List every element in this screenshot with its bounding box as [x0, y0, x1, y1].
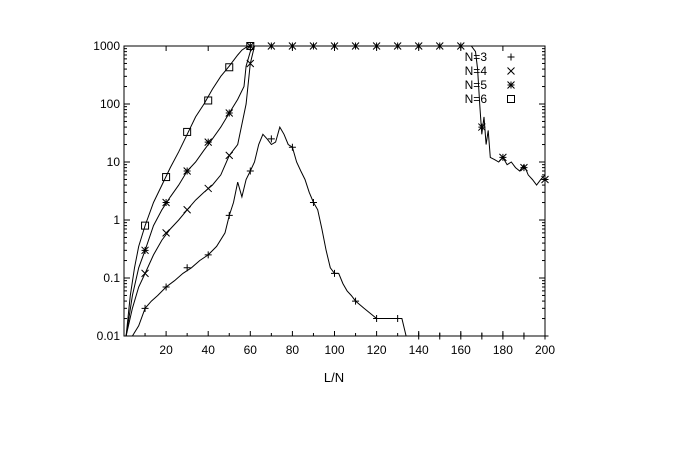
data-point [288, 42, 297, 50]
data-point [183, 167, 192, 175]
data-point [204, 138, 213, 146]
series-n-4 [125, 45, 255, 337]
data-point [183, 205, 192, 214]
data-point [225, 63, 234, 72]
x-tick-label: 80 [286, 343, 300, 357]
data-point [373, 315, 381, 323]
data-point [478, 332, 486, 340]
data-point [352, 297, 360, 305]
data-point [162, 283, 170, 291]
x-tick-label: 200 [535, 343, 555, 357]
data-point [183, 127, 192, 136]
data-point [414, 42, 423, 50]
y-axis-ticks: 0.01 0.1 1 10 100 1000 [93, 39, 545, 343]
data-point [372, 42, 381, 50]
x-tick-label: 20 [159, 343, 173, 357]
data-point [267, 42, 276, 50]
legend-marker [507, 67, 515, 75]
x-tick-label: 160 [451, 343, 471, 357]
data-point [225, 211, 233, 219]
data-point [162, 198, 170, 207]
series-line [125, 45, 251, 337]
legend-label: N=4 [465, 64, 488, 78]
series-line [125, 45, 255, 337]
y-tick-label: 0.01 [97, 329, 121, 343]
data-point [267, 135, 275, 143]
data-point [456, 42, 465, 50]
y-tick-label: 1 [113, 213, 120, 227]
y-tick-label: 10 [107, 155, 121, 169]
x-tick-label: 120 [367, 343, 387, 357]
data-point [225, 151, 234, 160]
data-point [183, 264, 191, 272]
data-point [246, 42, 255, 50]
legend: N=3N=4N=5N=6 [465, 50, 515, 106]
data-point [162, 229, 170, 237]
data-point [457, 332, 465, 340]
data-point [520, 332, 528, 340]
data-point [309, 199, 317, 207]
data-point [204, 251, 212, 259]
x-tick-label: 40 [202, 343, 216, 357]
x-axis-ticks: 20 40 60 80 100 120 140 160 180 200 [144, 46, 555, 357]
legend-marker [507, 81, 515, 89]
data-point [309, 42, 318, 50]
legend-label: N=6 [465, 92, 488, 106]
series-n-6 [125, 42, 255, 337]
data-point [541, 332, 549, 340]
data-point [141, 221, 150, 230]
series-line [126, 125, 545, 337]
data-point [141, 304, 149, 312]
data-point [141, 246, 149, 255]
data-point [499, 153, 507, 162]
data-point [520, 163, 528, 172]
x-tick-label: 140 [409, 343, 429, 357]
data-point [204, 96, 213, 105]
legend-label: N=3 [465, 50, 488, 64]
y-tick-label: 1000 [93, 39, 120, 53]
data-point [331, 269, 338, 277]
data-point [436, 332, 444, 340]
data-point [415, 332, 423, 340]
y-tick-label: 100 [100, 97, 120, 111]
data-point [141, 269, 149, 278]
x-tick-label: 180 [493, 343, 513, 357]
data-point [330, 42, 339, 50]
y-tick-label: 0.1 [103, 271, 120, 285]
data-point [246, 167, 254, 175]
data-point [162, 173, 171, 182]
data-point [393, 42, 402, 50]
data-point [477, 123, 486, 131]
data-point [435, 42, 444, 50]
x-tick-label: 100 [324, 343, 344, 357]
legend-label: N=5 [465, 78, 488, 92]
legend-marker [507, 95, 515, 103]
data-point [351, 42, 360, 50]
data-point [225, 109, 234, 117]
data-point [394, 315, 402, 323]
x-axis-label: L/N [324, 370, 344, 385]
data-point [288, 143, 296, 151]
data-point [204, 184, 213, 193]
legend-marker [507, 53, 515, 61]
x-tick-label: 60 [244, 343, 258, 357]
data-point [541, 175, 549, 184]
series-n-3 [126, 125, 549, 340]
series-n-5 [125, 42, 549, 337]
series-layer [125, 42, 549, 340]
data-point [499, 332, 507, 340]
